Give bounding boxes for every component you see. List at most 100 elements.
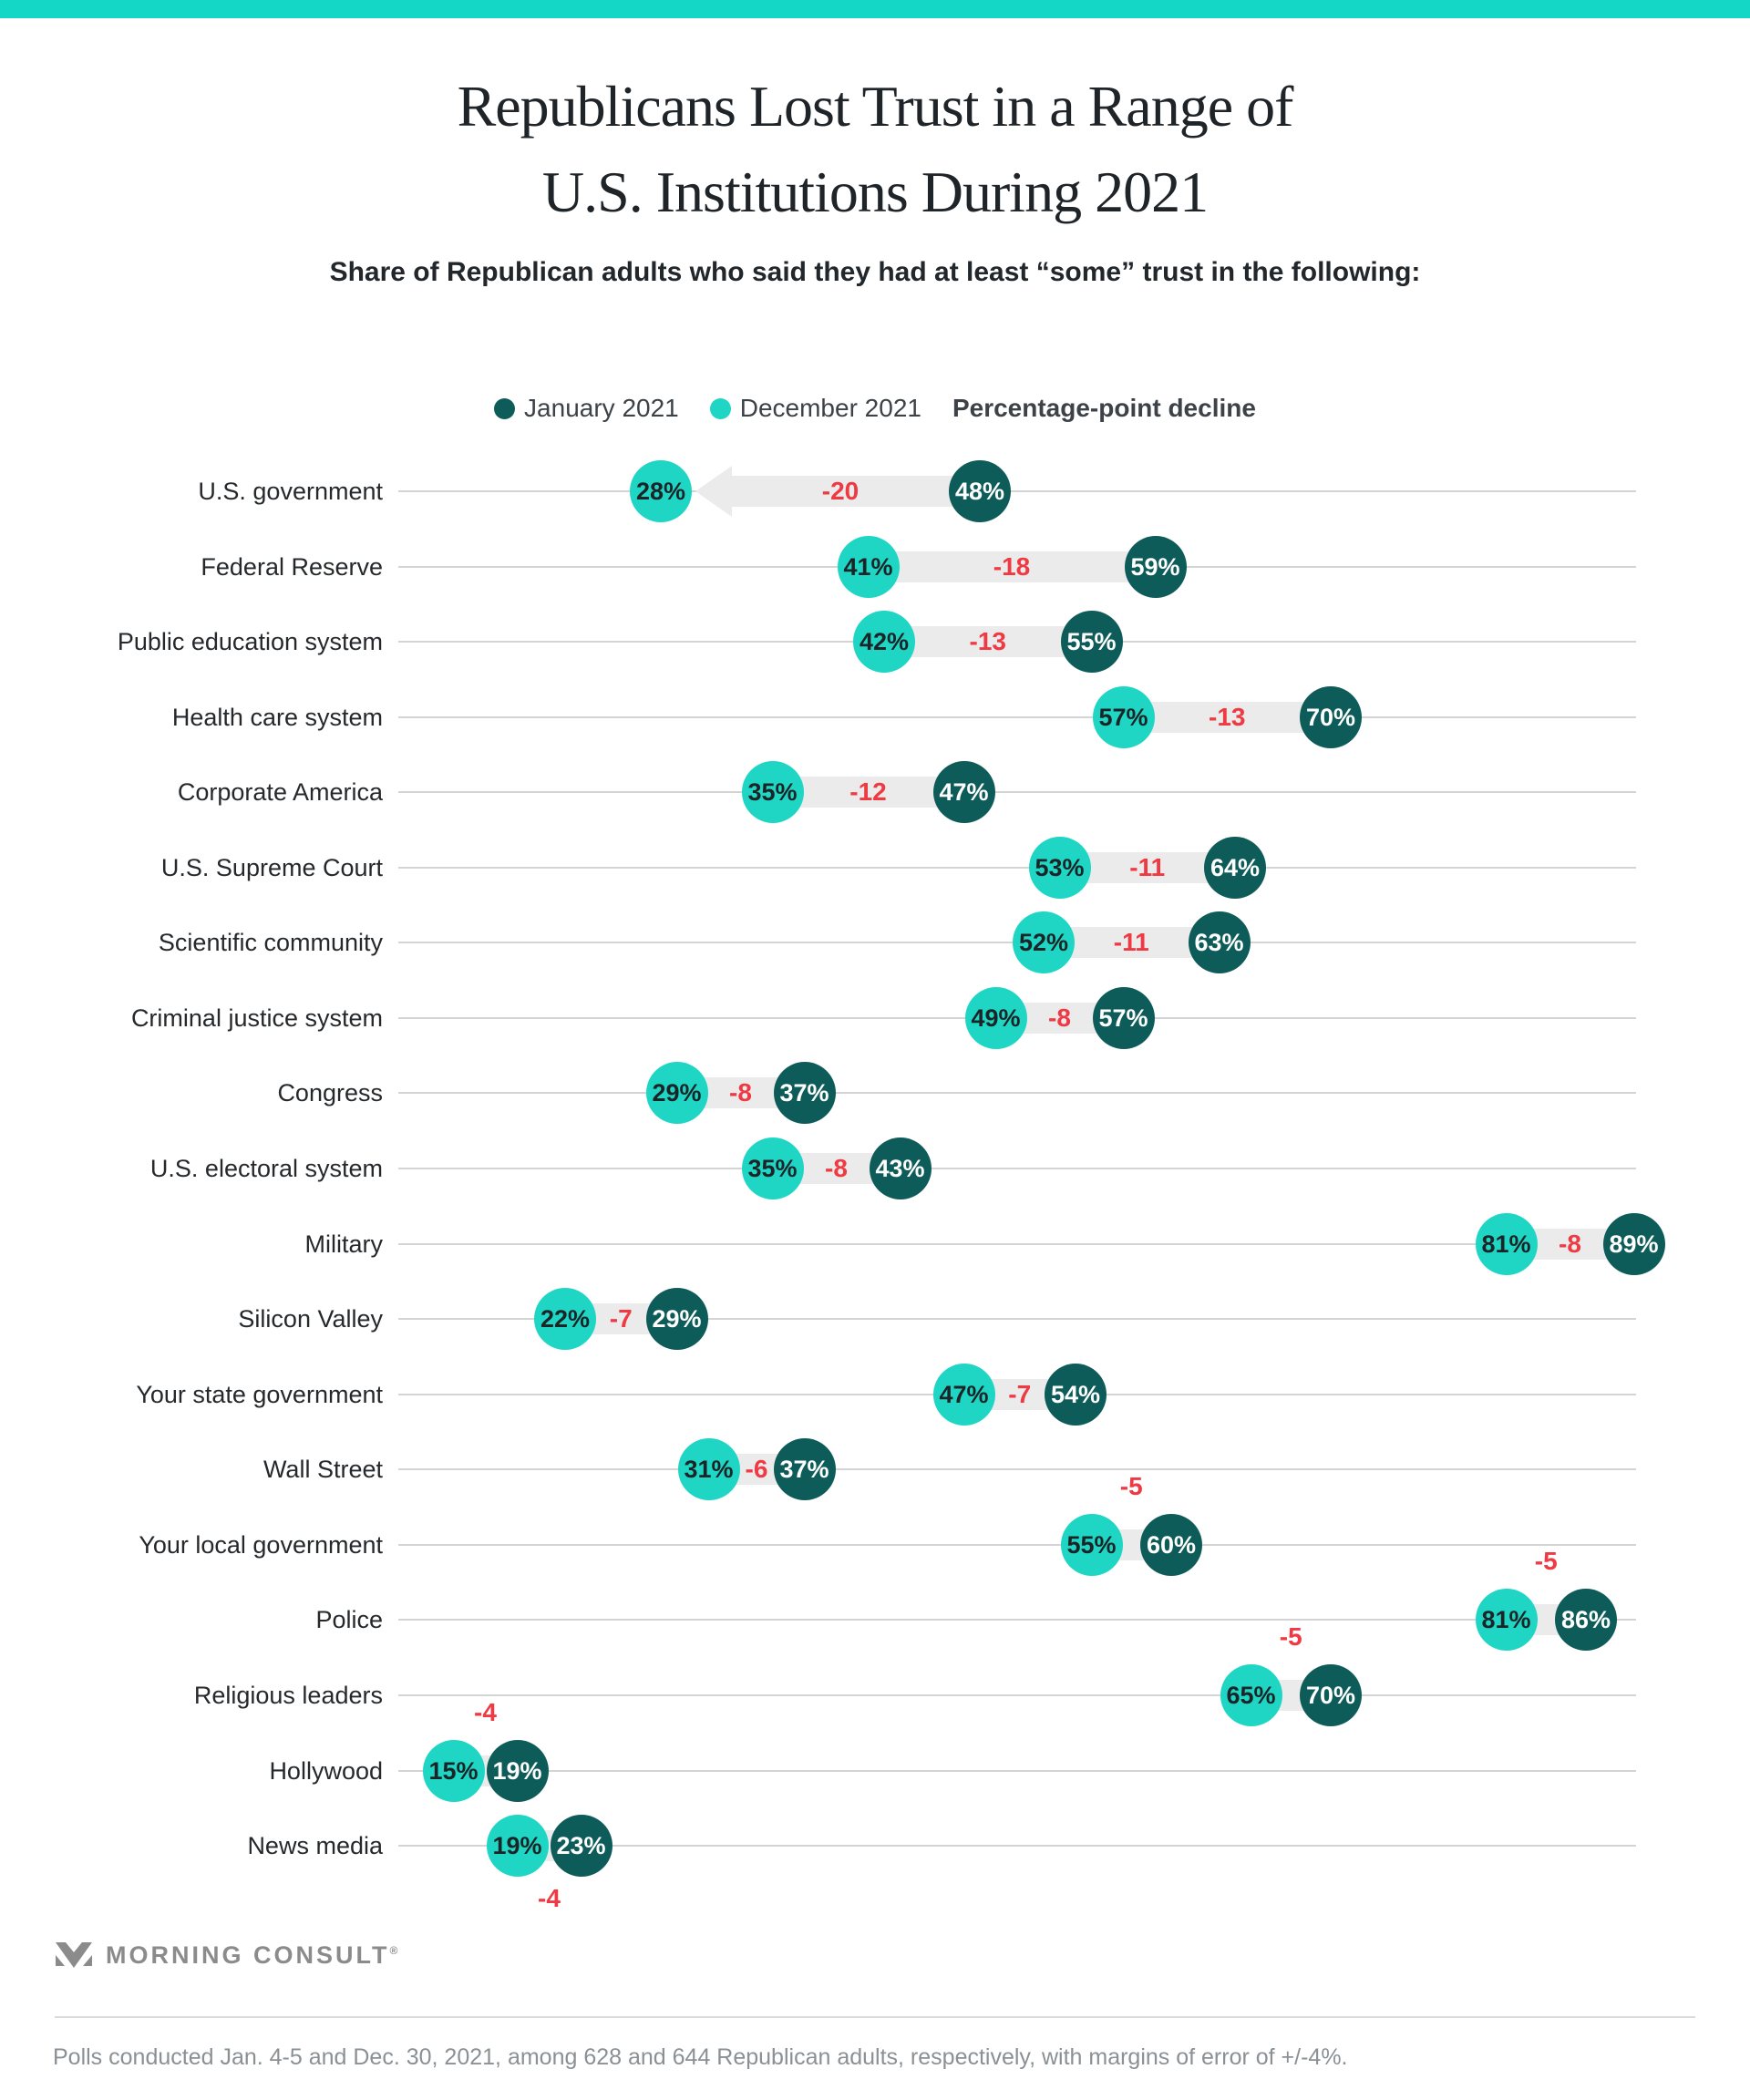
row-gridline [398, 1318, 1636, 1321]
january-2021-dot: 64% [1204, 836, 1266, 899]
january-2021-dot: 70% [1300, 685, 1362, 748]
decline-label: -7 [1008, 1379, 1032, 1408]
footer-divider [55, 2016, 1695, 2018]
row-gridline [398, 490, 1636, 492]
december-2021-legend-dot-icon [709, 397, 731, 419]
january-2021-dot: 57% [1092, 986, 1155, 1049]
decline-label: -20 [821, 477, 860, 505]
january-2021-dot: 23% [550, 1815, 612, 1878]
january-2021-dot: 54% [1045, 1363, 1107, 1426]
decline-label: -8 [825, 1154, 848, 1183]
row-gridline [398, 791, 1636, 794]
row-gridline [398, 715, 1636, 718]
december-2021-dot: 81% [1475, 1212, 1538, 1275]
row-label: Scientific community [158, 929, 383, 957]
connector-band [884, 626, 1092, 658]
legend-item-decline: Percentage-point decline [952, 394, 1256, 423]
registered-mark: ® [389, 1943, 398, 1957]
december-2021-dot: 31% [677, 1438, 740, 1501]
january-2021-dot: 48% [949, 460, 1011, 522]
december-2021-dot: 52% [1013, 911, 1075, 974]
december-2021-dot: 19% [486, 1815, 549, 1878]
row-label: Silicon Valley [238, 1305, 383, 1333]
december-2021-dot: 47% [932, 1363, 995, 1426]
january-2021-dot: 59% [1124, 535, 1187, 598]
decline-label: -12 [849, 777, 887, 807]
decline-label: -8 [729, 1078, 752, 1107]
chart-legend: January 2021 December 2021 Percentage-po… [0, 390, 1750, 427]
december-2021-dot: 65% [1220, 1663, 1282, 1726]
december-2021-dot: 22% [534, 1288, 596, 1351]
december-2021-dot: 15% [422, 1739, 485, 1802]
january-2021-dot: 37% [773, 1438, 836, 1501]
legend-label-december: December 2021 [739, 394, 921, 422]
row-gridline [398, 1619, 1636, 1621]
decline-label: -5 [1119, 1471, 1143, 1500]
decline-label: -5 [1279, 1621, 1302, 1651]
january-2021-dot: 60% [1140, 1513, 1202, 1576]
december-2021-dot: 29% [645, 1062, 708, 1125]
january-2021-legend-dot-icon [494, 397, 516, 419]
december-2021-dot: 42% [853, 611, 915, 674]
decline-label: -13 [969, 627, 1006, 656]
decline-label: -18 [993, 551, 1031, 581]
methodology-footnote: Polls conducted Jan. 4-5 and Dec. 30, 20… [53, 2044, 1348, 2070]
row-label: Public education system [117, 628, 383, 656]
row-label: Criminal justice system [130, 1004, 383, 1032]
decline-label: -5 [1534, 1547, 1558, 1576]
page-subtitle: Share of Republican adults who said they… [329, 257, 1421, 287]
morning-consult-logo-text: MORNING CONSULT® [106, 1940, 398, 1969]
january-2021-dot: 70% [1300, 1663, 1362, 1726]
row-gridline [398, 1693, 1636, 1696]
decline-label: -11 [1113, 928, 1149, 957]
january-2021-dot: 43% [869, 1138, 932, 1200]
december-2021-dot: 81% [1475, 1589, 1538, 1652]
january-2021-dot: 63% [1188, 911, 1251, 974]
row-label: Hollywood [269, 1756, 383, 1785]
connector-band [732, 476, 980, 507]
decline-arrow-icon [695, 466, 732, 517]
morning-consult-logo: MORNING CONSULT® [55, 1934, 397, 1976]
row-gridline [398, 1845, 1636, 1848]
december-2021-dot: 55% [1060, 1513, 1123, 1576]
decline-label: -6 [745, 1455, 768, 1484]
morning-consult-mark-icon [56, 1942, 92, 1968]
row-gridline [398, 1468, 1636, 1471]
decline-label: -7 [609, 1304, 633, 1333]
december-2021-dot: 53% [1028, 836, 1091, 899]
december-2021-dot: 35% [741, 761, 804, 824]
row-label: Federal Reserve [201, 552, 383, 581]
page-title-line1: Republicans Lost Trust in a Range of [457, 74, 1294, 139]
january-2021-dot: 55% [1060, 611, 1123, 674]
row-label: Your local government [139, 1530, 383, 1559]
row-gridline [398, 1769, 1636, 1772]
january-2021-dot: 29% [645, 1288, 708, 1351]
december-2021-dot: 57% [1092, 685, 1155, 748]
row-label: U.S. electoral system [149, 1155, 383, 1183]
january-2021-dot: 37% [773, 1062, 836, 1125]
january-2021-dot: 89% [1602, 1212, 1665, 1275]
legend-item-december: December 2021 [709, 394, 921, 423]
january-2021-dot: 47% [932, 761, 995, 824]
january-2021-dot: 86% [1555, 1589, 1617, 1652]
connector-band [1123, 701, 1331, 733]
row-label: Religious leaders [193, 1681, 383, 1709]
row-gridline [398, 1168, 1636, 1170]
top-accent-bar [0, 0, 1750, 18]
decline-label: -8 [1048, 1003, 1071, 1032]
row-label: Police [315, 1606, 383, 1634]
row-gridline [398, 1092, 1636, 1095]
decline-label: -4 [474, 1697, 497, 1726]
page-title: Republicans Lost Trust in a Range of U.S… [0, 64, 1750, 235]
decline-label: -13 [1209, 702, 1246, 731]
december-2021-dot: 49% [964, 986, 1027, 1049]
december-2021-dot: 35% [741, 1138, 804, 1200]
row-label: U.S. Supreme Court [160, 853, 383, 881]
decline-label: -11 [1129, 852, 1166, 881]
decline-label: -8 [1559, 1229, 1581, 1258]
row-label: Wall Street [262, 1456, 383, 1484]
row-label: Corporate America [177, 778, 383, 807]
december-2021-dot: 41% [837, 535, 900, 598]
